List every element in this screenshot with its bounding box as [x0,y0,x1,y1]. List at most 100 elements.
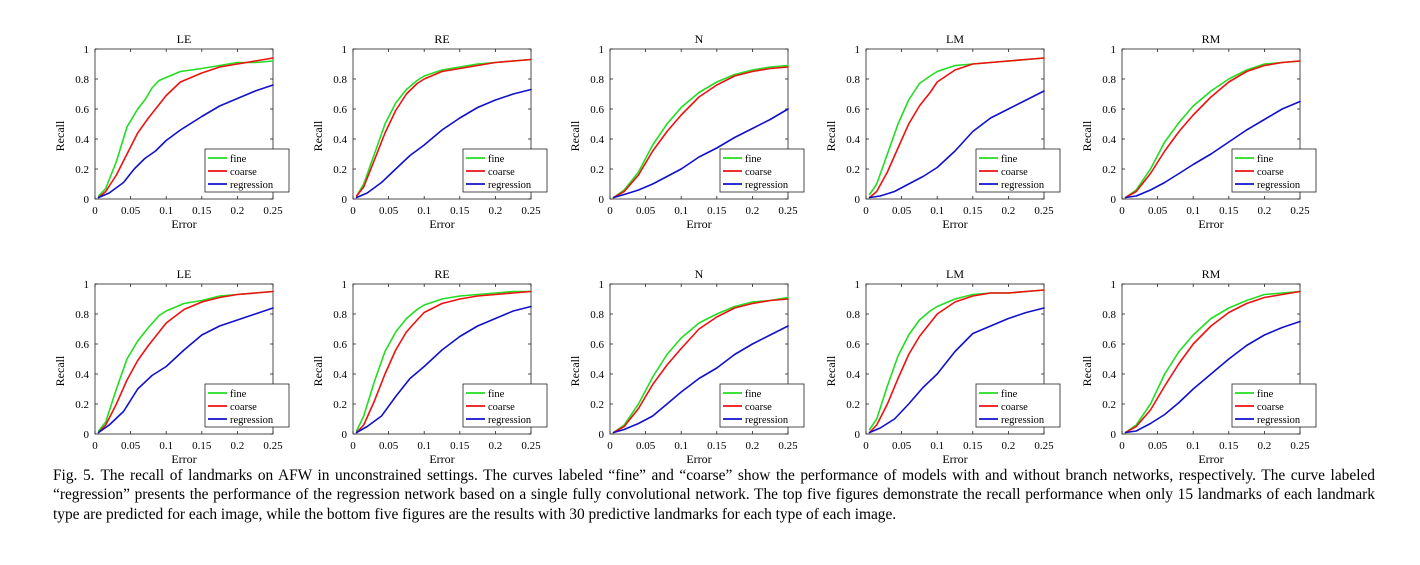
y-axis-label: Recall [568,355,582,386]
x-tick-label: 0.25 [521,440,541,452]
legend: fine coarse regression [204,383,290,428]
chart-title: RE [434,32,449,46]
x-tick-label: 0.25 [778,205,798,217]
legend-label-regression: regression [1001,415,1045,426]
legend-label-fine: fine [1257,154,1274,165]
y-axis-label: Recall [568,120,582,151]
x-axis-label: Error [429,452,454,465]
x-tick-label: 0 [1119,205,1125,217]
x-tick-label: 0.15 [450,205,470,217]
x-tick-label: 0.1 [1186,205,1200,217]
y-tick-label: 0.6 [590,104,604,116]
series-line-regression [1124,320,1301,434]
legend-label-regression: regression [745,415,789,426]
legend-label-regression: regression [1001,180,1045,191]
y-tick-label: 0.8 [1102,74,1116,86]
chart-panel-rm-row1: 0 0.05 0.1 0.15 0.2 0.25 0 0.2 0.4 0.6 0.8 1 RM Error… [1080,32,1317,231]
x-tick-label: 0.15 [707,440,727,452]
x-axis-label: Error [171,452,196,465]
y-tick-label: 0.6 [846,339,860,351]
chart-title: LM [946,32,964,46]
x-tick-label: 0.1 [930,205,944,217]
y-tick-label: 0 [855,429,861,441]
legend-label-coarse: coarse [230,402,257,413]
y-tick-label: 0.6 [75,104,89,116]
x-tick-label: 0.15 [1219,440,1239,452]
caption-text: The recall of landmarks on AFW in uncons… [53,467,1375,523]
series-line-regression [97,84,274,199]
x-tick-label: 0.15 [963,440,983,452]
y-tick-label: 0.8 [333,74,347,86]
legend-label-fine: fine [230,389,247,400]
y-tick-label: 0.8 [75,74,89,86]
chart-title: RM [1202,267,1221,281]
x-tick-label: 0 [92,440,98,452]
legend-label-regression: regression [1257,180,1301,191]
series-line-regression [1124,100,1301,199]
x-tick-label: 0.05 [892,205,912,217]
y-axis-label: Recall [824,355,838,386]
y-tick-label: 1 [599,44,605,56]
x-tick-label: 0.1 [159,205,173,217]
chart-panel-re-row1: 0 0.05 0.1 0.15 0.2 0.25 0 0.2 0.4 0.6 0.8 1 RE Error… [311,32,548,231]
x-axis-label: Error [1198,452,1223,465]
x-tick-label: 0.2 [746,440,760,452]
y-tick-label: 0.2 [333,399,347,411]
legend: fine coarse regression [462,383,548,428]
series-line-fine [1124,60,1301,199]
y-tick-label: 0.6 [1102,104,1116,116]
legend-label-regression: regression [230,180,274,191]
legend: fine coarse regression [719,383,805,428]
series-line-fine [355,290,532,432]
y-tick-label: 0 [84,429,90,441]
y-tick-label: 1 [84,44,90,56]
x-tick-label: 0.2 [1258,440,1272,452]
y-tick-label: 0.8 [846,74,860,86]
y-tick-label: 0.4 [75,134,89,146]
legend-label-fine: fine [230,154,247,165]
chart-title: LM [946,267,964,281]
y-tick-label: 0.4 [590,369,604,381]
caption-label: Fig. 5. [53,467,95,484]
legend-label-fine: fine [488,154,505,165]
x-axis-label: Error [686,452,711,465]
series-line-coarse [868,57,1045,199]
chart-panel-le-row2: 0 0.05 0.1 0.15 0.2 0.25 0 0.2 0.4 0.6 0.8 1 LE Error… [53,267,290,465]
legend-label-coarse: coarse [1257,402,1284,413]
y-tick-label: 0.8 [590,74,604,86]
y-tick-label: 0 [599,429,605,441]
x-tick-label: 0.2 [489,440,503,452]
series-line-regression [612,108,789,199]
legend-label-regression: regression [1257,415,1301,426]
legend-label-regression: regression [488,180,532,191]
y-tick-label: 0.4 [846,369,860,381]
legend: fine coarse regression [204,148,290,193]
y-tick-label: 0.2 [75,164,89,176]
y-axis-label: Recall [53,120,67,151]
legend-label-fine: fine [488,389,505,400]
x-tick-label: 0.15 [963,205,983,217]
legend-label-regression: regression [488,415,532,426]
series-line-coarse [612,298,789,434]
y-tick-label: 1 [599,279,605,291]
y-tick-label: 0.8 [590,309,604,321]
legend-label-fine: fine [1257,389,1274,400]
legend-label-fine: fine [1001,389,1018,400]
x-tick-label: 0.15 [1219,205,1239,217]
y-tick-label: 0 [342,429,348,441]
x-tick-label: 0.2 [489,205,503,217]
y-tick-label: 0.2 [1102,399,1116,411]
x-tick-label: 0.2 [746,205,760,217]
series-line-fine [612,64,789,199]
y-tick-label: 1 [84,279,90,291]
legend-label-regression: regression [230,415,274,426]
series-line-coarse [1124,60,1301,199]
y-tick-label: 1 [342,279,348,291]
x-tick-label: 0 [92,205,98,217]
chart-panel-n-row2: 0 0.05 0.1 0.15 0.2 0.25 0 0.2 0.4 0.6 0.8 1 N Error R… [568,267,805,465]
y-tick-label: 0.2 [846,399,860,411]
y-tick-label: 0.6 [590,339,604,351]
x-tick-label: 0 [863,205,869,217]
x-tick-label: 0.1 [674,440,688,452]
x-tick-label: 0 [350,205,356,217]
